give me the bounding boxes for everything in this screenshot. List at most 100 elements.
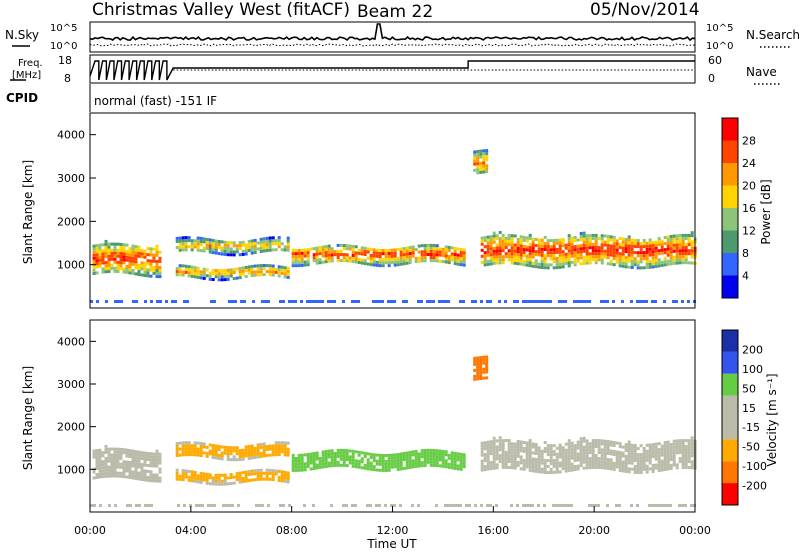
echo-cell [366, 461, 370, 465]
echo-cell [513, 258, 517, 262]
echo-cell [645, 257, 649, 260]
echo-cell [624, 443, 628, 447]
echo-cell [414, 461, 418, 465]
echo-cell [137, 456, 141, 460]
echo-cell [235, 276, 239, 280]
echo-cell [627, 250, 631, 254]
echo-cell [390, 254, 394, 258]
echo-cell [143, 252, 147, 256]
echo-cell [516, 460, 520, 464]
echo-cell [158, 470, 162, 474]
echo-cell [579, 256, 583, 260]
echo-cell [175, 273, 179, 277]
echo-cell [576, 238, 580, 242]
echo-cell [128, 464, 132, 467]
echo-cell [531, 469, 535, 473]
echo-cell [190, 479, 194, 483]
echo-cell [479, 371, 483, 374]
echo-cell [681, 448, 685, 451]
echo-cell [95, 247, 99, 251]
echo-cell [181, 444, 185, 448]
echo-cell [291, 249, 295, 252]
colorbar-tick-label: 28 [742, 135, 756, 148]
echo-cell [663, 447, 667, 451]
echo-cell [187, 274, 191, 278]
echo-cell [615, 441, 619, 445]
echo-cell [423, 253, 427, 257]
echo-cell [486, 446, 490, 450]
echo-cell [324, 456, 328, 459]
echo-cell [189, 504, 192, 507]
echo-cell [256, 452, 260, 456]
echo-cell [603, 454, 607, 458]
echo-cell [537, 241, 541, 245]
echo-cell [262, 246, 266, 250]
echo-cell [543, 300, 546, 303]
echo-cell [336, 448, 340, 452]
echo-cell [489, 259, 493, 263]
echo-cell [247, 239, 251, 243]
echo-cell [645, 241, 649, 245]
echo-cell [223, 451, 227, 455]
echo-cell [125, 252, 129, 256]
echo-cell [465, 504, 468, 507]
echo-cell [387, 264, 391, 268]
echo-cell [435, 461, 439, 465]
echo-cell [220, 249, 224, 253]
echo-cell [543, 504, 546, 507]
echo-cell [217, 479, 221, 483]
echo-cell [211, 251, 215, 255]
echo-cell [259, 250, 263, 253]
echo-cell [630, 247, 634, 251]
echo-cell [306, 254, 310, 258]
echo-cell [155, 259, 159, 263]
echo-cell [159, 300, 162, 303]
echo-cell [104, 242, 108, 246]
echo-cell [205, 454, 209, 458]
echo-cell [369, 260, 373, 264]
echo-cell [654, 300, 657, 303]
echo-cell [485, 376, 489, 380]
echo-cell [253, 248, 257, 251]
echo-cell [274, 453, 278, 457]
echo-cell [561, 250, 565, 254]
echo-cell [546, 263, 550, 267]
echo-cell [99, 504, 102, 507]
echo-cell [570, 462, 574, 466]
echo-cell [327, 247, 331, 251]
echo-cell [606, 446, 610, 449]
echo-cell [588, 234, 592, 238]
echo-cell [522, 263, 526, 267]
echo-cell [178, 477, 182, 481]
echo-cell [447, 465, 451, 469]
echo-cell [274, 472, 278, 476]
echo-cell [660, 444, 664, 448]
echo-cell [501, 258, 505, 262]
echo-cell [330, 253, 334, 257]
echo-cell [241, 471, 245, 475]
echo-cell [549, 248, 553, 252]
echo-cell [158, 259, 162, 263]
echo-cell [666, 458, 670, 462]
echo-cell [271, 248, 275, 252]
echo-cell [261, 300, 264, 303]
echo-cell [603, 300, 606, 303]
echo-cell [516, 259, 520, 263]
echo-cell [603, 234, 607, 238]
echo-cell [327, 250, 331, 254]
echo-cell [232, 277, 236, 281]
echo-cell [528, 448, 532, 451]
echo-cell [594, 255, 598, 259]
echo-cell [585, 457, 589, 461]
echo-cell [630, 244, 634, 248]
echo-cell [432, 460, 436, 464]
echo-cell [663, 462, 667, 465]
echo-cell [609, 247, 613, 251]
echo-cell [171, 300, 174, 303]
echo-cell [654, 255, 658, 259]
echo-cell [585, 246, 589, 250]
echo-cell [639, 459, 643, 463]
echo-cell [519, 467, 523, 471]
echo-cell [149, 452, 153, 456]
echo-cell [146, 475, 150, 479]
